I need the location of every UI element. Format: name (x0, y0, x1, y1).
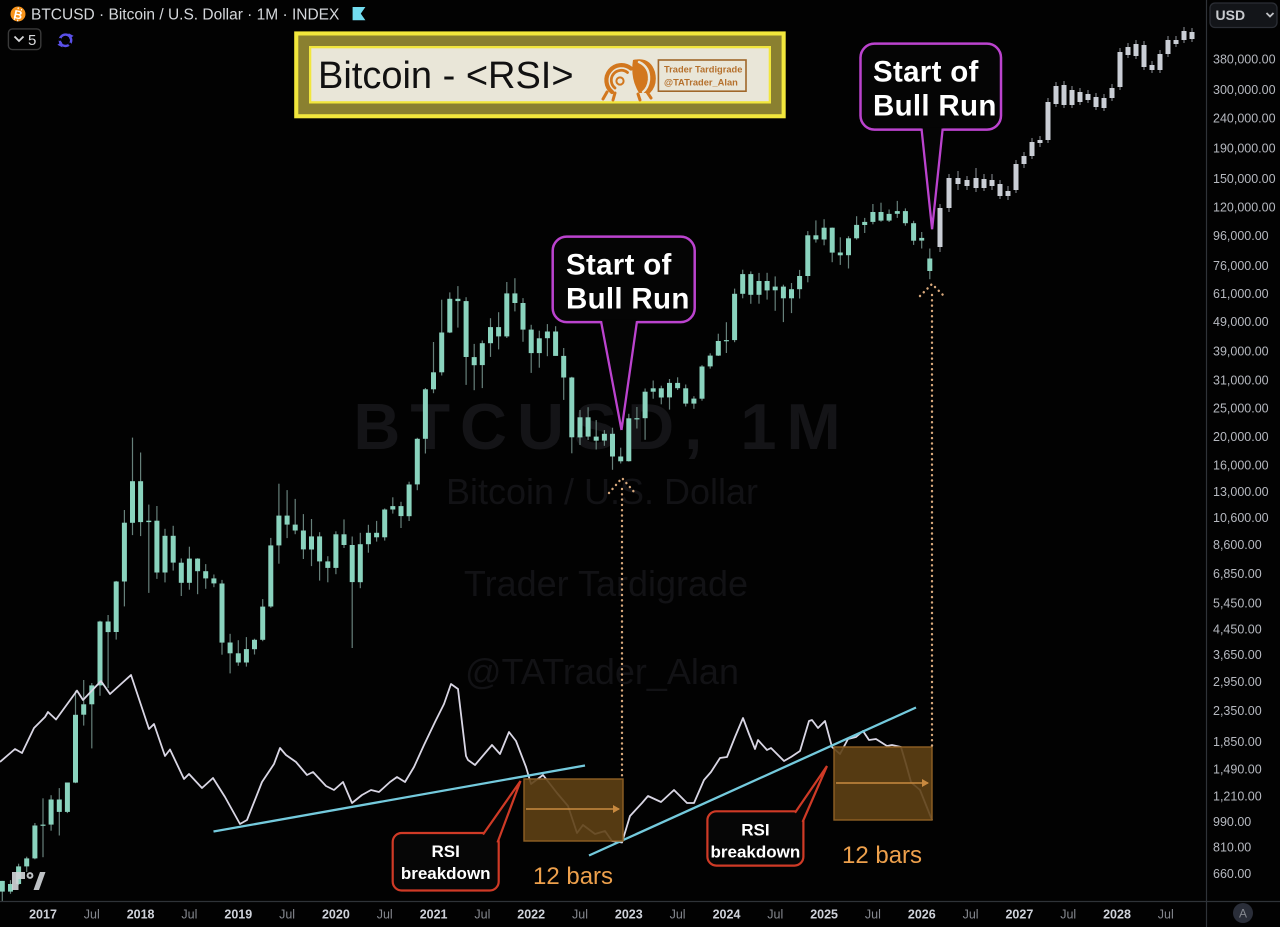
svg-text:Jul: Jul (181, 908, 197, 922)
svg-text:2020: 2020 (322, 908, 350, 922)
svg-text:5: 5 (28, 32, 36, 49)
svg-text:Jul: Jul (963, 908, 979, 922)
svg-text:Trader Tardigrade: Trader Tardigrade (664, 65, 742, 75)
svg-text:8,600.00: 8,600.00 (1213, 538, 1262, 552)
svg-text:2018: 2018 (127, 908, 155, 922)
svg-text:2026: 2026 (908, 908, 936, 922)
svg-text:1,490.00: 1,490.00 (1213, 763, 1262, 777)
svg-text:31,000.00: 31,000.00 (1213, 374, 1269, 388)
svg-text:Jul: Jul (865, 908, 881, 922)
svg-text:Jul: Jul (1060, 908, 1076, 922)
svg-text:2,350.00: 2,350.00 (1213, 704, 1262, 718)
svg-text:Bull Run: Bull Run (873, 90, 997, 123)
svg-text:2028: 2028 (1103, 908, 1131, 922)
svg-text:120,000.00: 120,000.00 (1213, 200, 1276, 214)
svg-text:Jul: Jul (572, 908, 588, 922)
svg-text:Jul: Jul (1158, 908, 1174, 922)
svg-text:Start of: Start of (873, 56, 979, 89)
svg-text:breakdown: breakdown (401, 864, 491, 883)
svg-text:240,000.00: 240,000.00 (1213, 112, 1276, 126)
svg-text:breakdown: breakdown (711, 842, 801, 861)
svg-text:BTCUSD, 1M: BTCUSD, 1M (353, 390, 850, 463)
svg-text:12 bars: 12 bars (533, 863, 613, 890)
svg-text:Bitcoin / U.S. Dollar: Bitcoin / U.S. Dollar (446, 471, 758, 512)
svg-text:2024: 2024 (713, 908, 741, 922)
svg-text:10,600.00: 10,600.00 (1213, 511, 1269, 525)
svg-text:2019: 2019 (224, 908, 252, 922)
svg-text:RSI: RSI (741, 820, 769, 839)
svg-text:5,450.00: 5,450.00 (1213, 597, 1262, 611)
svg-text:BTCUSD · Bitcoin / U.S. Dollar: BTCUSD · Bitcoin / U.S. Dollar · 1M · IN… (31, 7, 340, 24)
svg-text:660.00: 660.00 (1213, 867, 1251, 881)
svg-text:Bull Run: Bull Run (566, 283, 690, 316)
svg-text:@TATrader_Alan: @TATrader_Alan (664, 78, 738, 88)
svg-text:6,850.00: 6,850.00 (1213, 567, 1262, 581)
svg-text:Jul: Jul (474, 908, 490, 922)
svg-text:49,000.00: 49,000.00 (1213, 315, 1269, 329)
svg-text:USD: USD (1216, 7, 1246, 23)
svg-text:1,210.00: 1,210.00 (1213, 789, 1262, 803)
svg-text:12 bars: 12 bars (842, 842, 922, 869)
svg-text:4,450.00: 4,450.00 (1213, 622, 1262, 636)
svg-text:380,000.00: 380,000.00 (1213, 53, 1276, 67)
svg-text:190,000.00: 190,000.00 (1213, 142, 1276, 156)
svg-text:A: A (1239, 907, 1247, 921)
svg-text:RSI: RSI (432, 842, 460, 861)
svg-text:3,650.00: 3,650.00 (1213, 648, 1262, 662)
svg-text:@TATrader_Alan: @TATrader_Alan (465, 651, 739, 692)
svg-text:2017: 2017 (29, 908, 57, 922)
svg-text:2025: 2025 (810, 908, 838, 922)
svg-text:Start of: Start of (566, 249, 672, 282)
svg-text:Bitcoin - <RSI>: Bitcoin - <RSI> (318, 55, 574, 97)
svg-text:Trader Tardigrade: Trader Tardigrade (464, 563, 748, 604)
svg-text:Jul: Jul (670, 908, 686, 922)
svg-text:Jul: Jul (377, 908, 393, 922)
svg-text:Jul: Jul (767, 908, 783, 922)
svg-text:2027: 2027 (1005, 908, 1033, 922)
svg-text:B: B (12, 7, 24, 23)
svg-text:16,000.00: 16,000.00 (1213, 459, 1269, 473)
svg-text:39,000.00: 39,000.00 (1213, 344, 1269, 358)
svg-text:13,000.00: 13,000.00 (1213, 485, 1269, 499)
svg-text:990.00: 990.00 (1213, 815, 1251, 829)
svg-text:810.00: 810.00 (1213, 841, 1251, 855)
svg-text:2021: 2021 (420, 908, 448, 922)
svg-text:300,000.00: 300,000.00 (1213, 83, 1276, 97)
svg-text:Jul: Jul (279, 908, 295, 922)
svg-text:150,000.00: 150,000.00 (1213, 172, 1276, 186)
svg-text:20,000.00: 20,000.00 (1213, 430, 1269, 444)
svg-text:96,000.00: 96,000.00 (1213, 229, 1269, 243)
svg-text:2,950.00: 2,950.00 (1213, 675, 1262, 689)
svg-text:2023: 2023 (615, 908, 643, 922)
svg-text:61,000.00: 61,000.00 (1213, 287, 1269, 301)
svg-text:1,850.00: 1,850.00 (1213, 735, 1262, 749)
svg-text:2022: 2022 (517, 908, 545, 922)
svg-text:25,000.00: 25,000.00 (1213, 401, 1269, 415)
svg-text:Jul: Jul (84, 908, 100, 922)
svg-text:76,000.00: 76,000.00 (1213, 259, 1269, 273)
